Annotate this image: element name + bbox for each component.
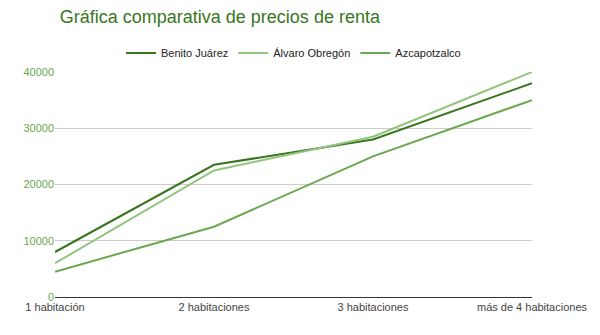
svg-text:2 habitaciones: 2 habitaciones: [179, 301, 250, 313]
svg-text:Benito Juárez: Benito Juárez: [161, 47, 228, 59]
svg-text:Azcapotzalco: Azcapotzalco: [395, 47, 460, 59]
svg-text:Álvaro Obregón: Álvaro Obregón: [273, 47, 350, 59]
svg-text:1 habitación: 1 habitación: [25, 301, 84, 313]
svg-text:10000: 10000: [23, 235, 54, 247]
svg-text:40000: 40000: [23, 66, 54, 78]
svg-text:0: 0: [48, 291, 54, 303]
svg-text:3 habitaciones: 3 habitaciones: [338, 301, 409, 313]
svg-text:más de 4 habitaciones: más de 4 habitaciones: [477, 301, 588, 313]
svg-text:30000: 30000: [23, 122, 54, 134]
svg-text:20000: 20000: [23, 178, 54, 190]
svg-text:Gráfica comparativa de precios: Gráfica comparativa de precios de renta: [60, 7, 381, 27]
